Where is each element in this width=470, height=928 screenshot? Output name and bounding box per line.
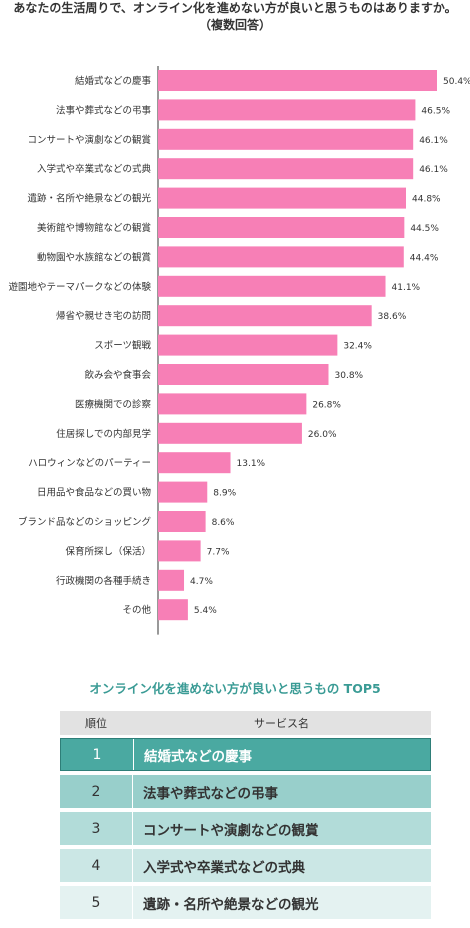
- category-label: 保育所探し（保活）: [65, 545, 151, 557]
- top5-rank: 2: [91, 783, 101, 800]
- value-label: 7.7%: [207, 547, 230, 557]
- value-label: 8.9%: [213, 489, 236, 499]
- value-label: 5.4%: [194, 606, 217, 616]
- top5-rank: 3: [91, 820, 101, 837]
- bar: [158, 481, 208, 503]
- top5-row: 5 遺跡・名所や絶景などの観光: [60, 886, 431, 919]
- top5-divider: [132, 775, 133, 808]
- value-label: 30.8%: [335, 371, 364, 381]
- category-label: スポーツ観戦: [94, 340, 151, 352]
- value-label: 32.4%: [343, 342, 372, 352]
- top5-service-name: 法事や葬式などの弔事: [143, 785, 278, 802]
- bar: [158, 70, 437, 91]
- bar: [158, 364, 329, 385]
- bar: [158, 452, 231, 474]
- top5-row: 3 コンサートや演劇などの観賞: [60, 812, 431, 845]
- top5-rows: 1 結婚式などの慶事 2 法事や葬式などの弔事 3 コンサートや演劇などの観賞 4 入学式や卒…: [60, 738, 431, 919]
- value-label: 46.1%: [419, 136, 448, 146]
- category-label: ハロウィンなどのパーティー: [28, 458, 151, 469]
- bar: [158, 599, 188, 621]
- category-label: ブランド品などのショッピング: [18, 516, 152, 528]
- bar: [158, 217, 405, 238]
- bar: [158, 393, 307, 415]
- category-label: 遺跡・名所や絶景などの観光: [27, 193, 151, 205]
- bar: [158, 569, 185, 591]
- bar: [158, 305, 372, 327]
- top5-row: 1 結婚式などの慶事: [60, 738, 431, 771]
- category-label: 帰省や親せき宅の訪問: [56, 310, 151, 322]
- top5-divider: [133, 739, 134, 770]
- value-label: 26.8%: [312, 400, 341, 410]
- bar: [158, 246, 404, 268]
- top5-rank: 1: [92, 746, 102, 763]
- category-label: 動物園や水族館などの観賞: [37, 251, 151, 263]
- top5-service-name: 遺跡・名所や絶景などの観光: [143, 896, 319, 913]
- category-label: 医療機関での診察: [75, 398, 152, 410]
- category-label: その他: [122, 604, 151, 616]
- value-label: 8.6%: [212, 518, 235, 528]
- category-label: 遊園地やテーマパークなどの体験: [8, 281, 151, 293]
- category-label: 結婚式などの慶事: [75, 75, 152, 87]
- top5-rank: 5: [91, 894, 101, 911]
- value-label: 44.4%: [410, 253, 439, 263]
- top5-table: 順位 サービス名 1 結婚式などの慶事 2 法事や葬式などの弔事 3 コンサートや演劇など…: [60, 711, 431, 923]
- top5-header-service: サービス名: [254, 717, 309, 730]
- category-label: 入学式や卒業式などの式典: [37, 163, 152, 175]
- bar: [158, 334, 338, 356]
- top5-row: 4 入学式や卒業式などの式典: [60, 849, 431, 882]
- bar: [158, 422, 302, 444]
- bar: [158, 128, 414, 150]
- top5-divider: [132, 849, 133, 882]
- chart-title: あなたの生活周りで、オンライン化を進めない方が良いと思うものはありますか。 （複…: [0, 0, 470, 34]
- bar: [158, 158, 414, 180]
- value-label: 50.4%: [443, 77, 470, 87]
- bar: [158, 275, 386, 297]
- category-label: 美術館や博物館などの観賞: [37, 222, 151, 234]
- category-label: コンサートや演劇などの観賞: [27, 134, 151, 146]
- value-label: 46.5%: [421, 106, 450, 116]
- value-label: 44.5%: [410, 224, 439, 234]
- value-label: 13.1%: [237, 459, 266, 469]
- top5-rank: 4: [91, 857, 101, 874]
- top5-title: オンライン化を進めない方が良いと思うもの TOP5: [89, 681, 381, 696]
- value-label: 38.6%: [378, 312, 407, 322]
- bar: [158, 540, 201, 562]
- value-label: 4.7%: [190, 577, 213, 587]
- category-label: 法事や葬式などの弔事: [56, 104, 152, 116]
- value-label: 44.8%: [412, 195, 441, 205]
- top5-service-name: 結婚式などの慶事: [144, 748, 252, 765]
- bar: [158, 511, 206, 532]
- top5-header: 順位 サービス名: [60, 711, 431, 735]
- top5-service-name: 入学式や卒業式などの式典: [143, 859, 305, 876]
- bar: [158, 187, 406, 209]
- bar-chart: 結婚式などの慶事 50.4% 法事や葬式などの弔事 46.5% コンサートや演劇などの観…: [8, 66, 470, 635]
- value-label: 41.1%: [392, 283, 421, 293]
- bar: [158, 99, 416, 121]
- top5-service-name: コンサートや演劇などの観賞: [143, 822, 319, 839]
- value-label: 46.1%: [419, 165, 448, 175]
- chart-title-text: あなたの生活周りで、オンライン化を進めない方が良いと思うものはありますか。 （複…: [13, 1, 457, 32]
- category-label: 日用品や食品などの買い物: [37, 487, 152, 499]
- category-label: 住居探しでの内部見学: [56, 428, 151, 440]
- category-label: 飲み会や食事会: [84, 369, 151, 381]
- top5-divider: [132, 886, 133, 919]
- top5-header-rank: 順位: [85, 717, 107, 730]
- top5-divider: [132, 812, 133, 845]
- top5-row: 2 法事や葬式などの弔事: [60, 775, 431, 808]
- value-label: 26.0%: [308, 430, 337, 440]
- category-label: 行政機関の各種手続き: [56, 575, 151, 587]
